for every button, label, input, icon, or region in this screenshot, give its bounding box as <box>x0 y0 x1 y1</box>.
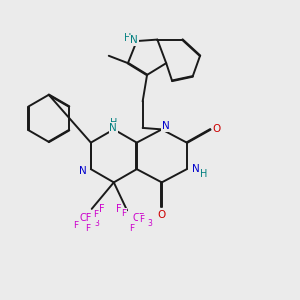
Text: F: F <box>139 215 144 224</box>
Text: CF: CF <box>79 213 92 223</box>
Text: N: N <box>162 121 170 131</box>
Text: 3: 3 <box>147 218 152 227</box>
Text: O: O <box>213 124 221 134</box>
Text: F: F <box>99 205 105 214</box>
Text: N: N <box>130 35 138 46</box>
Text: H: H <box>124 32 131 43</box>
Text: F: F <box>94 210 99 219</box>
Text: F: F <box>129 224 134 232</box>
Text: F: F <box>73 220 78 230</box>
Text: H: H <box>110 118 117 128</box>
Text: N: N <box>192 164 200 174</box>
Text: N: N <box>79 167 86 176</box>
Text: F: F <box>122 209 127 218</box>
Text: N: N <box>109 123 117 133</box>
Text: F: F <box>85 224 90 232</box>
Text: H: H <box>200 169 208 179</box>
Text: 3: 3 <box>94 218 99 227</box>
Text: O: O <box>158 210 166 220</box>
Text: F: F <box>116 204 122 214</box>
Text: CF: CF <box>132 213 144 223</box>
